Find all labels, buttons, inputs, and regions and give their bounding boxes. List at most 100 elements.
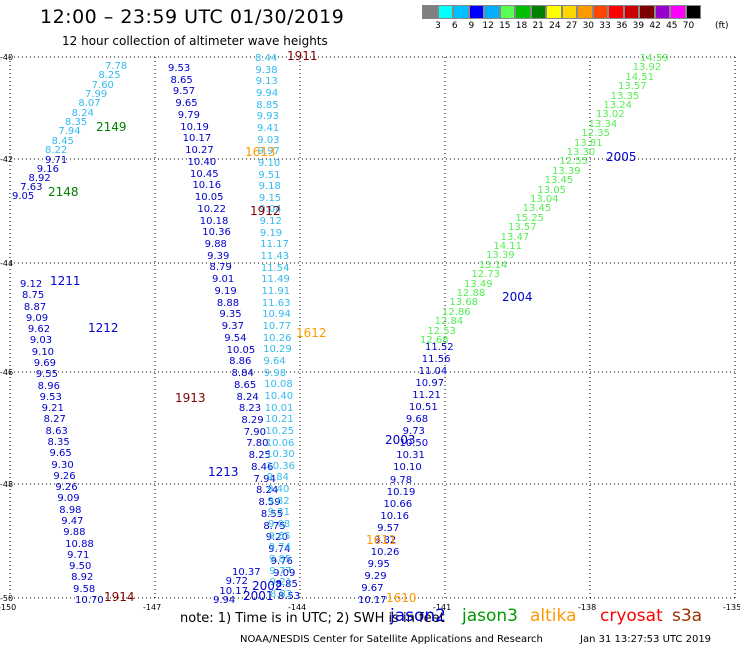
wave-height-value: 7.99 — [85, 89, 108, 100]
wave-height-value: 10.26 — [262, 332, 292, 344]
wave-height-value: 13.45 — [544, 175, 574, 187]
wave-height-value: 9.16 — [36, 164, 60, 175]
wave-height-value: 9.18 — [258, 181, 281, 193]
track-id-label: 1913 — [175, 391, 206, 405]
wave-height-value: 10.05 — [226, 344, 256, 356]
page-subtitle: 12 hour collection of altimeter wave hei… — [62, 34, 328, 48]
satellite-name: altika — [530, 606, 577, 626]
legend-swatch — [499, 5, 515, 19]
latitude-label: -44 — [0, 259, 14, 268]
wave-height-value: 8.45 — [51, 135, 74, 147]
wave-height-value: 9.53 — [168, 63, 191, 74]
legend-tick: 42 — [649, 21, 661, 31]
wave-height-value: 10.31 — [396, 450, 425, 462]
wave-height-value: 8.85 — [275, 579, 298, 591]
legend-tick: 18 — [515, 21, 528, 31]
wave-height-value: 8.88 — [216, 297, 240, 309]
wave-height-value: 9.79 — [177, 109, 201, 121]
wave-height-value: 7.90 — [243, 426, 267, 438]
wave-height-value: 13.68 — [449, 297, 478, 309]
wave-height-value: 13.57 — [618, 81, 647, 93]
latitude-label: -50 — [0, 594, 14, 603]
wave-height-value: 9.09 — [273, 567, 296, 579]
wave-height-value: 11.17 — [260, 239, 289, 251]
wave-height-value: 12.84 — [434, 316, 464, 328]
wave-height-value: 11.49 — [261, 274, 290, 286]
wave-height-value: 11.43 — [260, 251, 290, 263]
legend-swatch — [437, 5, 453, 19]
track-id-label: 1912 — [250, 204, 281, 218]
wave-height-value: 10.40 — [187, 156, 217, 168]
wave-height-value: 8.96 — [37, 380, 60, 392]
wave-height-value: 9.97 — [257, 146, 280, 158]
wave-height-value: 13.05 — [537, 184, 566, 196]
wave-height-value: 9.41 — [256, 122, 280, 134]
track-id-label: 2003 — [385, 433, 416, 447]
legend-tick: 3 — [435, 21, 441, 31]
wave-height-value: 9.77 — [269, 565, 292, 577]
track-id-label: 2005 — [606, 150, 637, 164]
wave-height-value: 8.23 — [238, 403, 262, 415]
wave-height-value: 9.37 — [221, 321, 245, 333]
wave-height-value: 8.86 — [229, 356, 252, 368]
wave-height-value: 10.17 — [358, 595, 387, 606]
wave-height-value: 10.16 — [192, 180, 222, 192]
wave-height-value: 14.11 — [493, 241, 522, 252]
legend-tick: 36 — [615, 21, 628, 31]
legend-tick: 45 — [666, 21, 678, 31]
wave-height-value: 9.39 — [207, 250, 230, 262]
wave-height-value: 10.51 — [409, 402, 438, 414]
wave-height-value: 13.14 — [478, 259, 508, 271]
wave-height-value: 7.94 — [253, 473, 276, 485]
track-id-label: 1914 — [104, 590, 135, 604]
track-id-label: 1911 — [287, 49, 318, 63]
wave-height-value: 8.83 — [270, 589, 293, 600]
wave-height-value: 7.63 — [20, 182, 43, 193]
wave-height-value: 9.73 — [402, 426, 425, 438]
generation-timestamp: Jan 31 13:27:53 UTC 2019 — [580, 634, 712, 645]
track-id-label: 1611 — [366, 533, 397, 547]
wave-height-value: 10.05 — [194, 192, 224, 204]
wave-height-value: 14.51 — [625, 71, 654, 83]
wave-height-value: 8.25 — [248, 450, 271, 462]
wave-height-value: 7.94 — [58, 126, 81, 138]
wave-height-value: 7.78 — [105, 61, 128, 72]
credit-line: NOAA/NESDIS Center for Satellite Applica… — [240, 634, 543, 645]
latitude-label: -46 — [0, 368, 14, 377]
wave-height-value: 10.36 — [202, 227, 231, 239]
wave-height-value: 13.35 — [610, 90, 640, 102]
legend-tick: 15 — [499, 21, 511, 31]
wave-height-value: 8.44 — [255, 53, 278, 64]
wave-height-value: 9.35 — [219, 309, 242, 321]
wave-height-value: 10.08 — [264, 379, 293, 391]
legend-swatch — [453, 5, 469, 19]
wave-height-value: 9.71 — [45, 155, 68, 166]
wave-height-value: 8.75 — [21, 290, 45, 302]
wave-height-value: 10.30 — [266, 449, 295, 461]
legend-swatch — [670, 5, 686, 19]
wave-height-value: 9.76 — [270, 555, 293, 567]
wave-height-value: 11.54 — [260, 262, 290, 274]
wave-height-value: 9.78 — [389, 474, 413, 486]
wave-height-value: 10.29 — [263, 344, 292, 356]
wave-height-value: 8.53 — [278, 591, 301, 602]
wave-height-value: 8.63 — [45, 425, 68, 437]
wave-height-value: 9.94 — [213, 595, 236, 606]
wave-height-value: 9.65 — [175, 98, 198, 110]
latitude-label: -40 — [0, 53, 14, 62]
wave-height-value: 10.94 — [262, 309, 291, 321]
wave-height-value: 12.53 — [427, 325, 456, 337]
wave-height-value: 9.50 — [69, 561, 92, 573]
legend-tick: 39 — [632, 21, 645, 31]
legend-swatch — [608, 5, 624, 19]
track-id-label: 1610 — [386, 591, 417, 605]
wave-height-value: 15.25 — [515, 212, 544, 224]
wave-height-value: 9.13 — [255, 76, 278, 88]
wave-height-value: 13.92 — [632, 62, 662, 74]
legend-tick: 30 — [582, 21, 595, 31]
wave-height-value: 10.17 — [219, 585, 248, 597]
wave-height-value: 8.22 — [45, 145, 68, 156]
wave-height-value: 9.74 — [268, 542, 291, 554]
latitude-label: -42 — [0, 155, 14, 164]
satellite-name: s3a — [672, 606, 703, 626]
